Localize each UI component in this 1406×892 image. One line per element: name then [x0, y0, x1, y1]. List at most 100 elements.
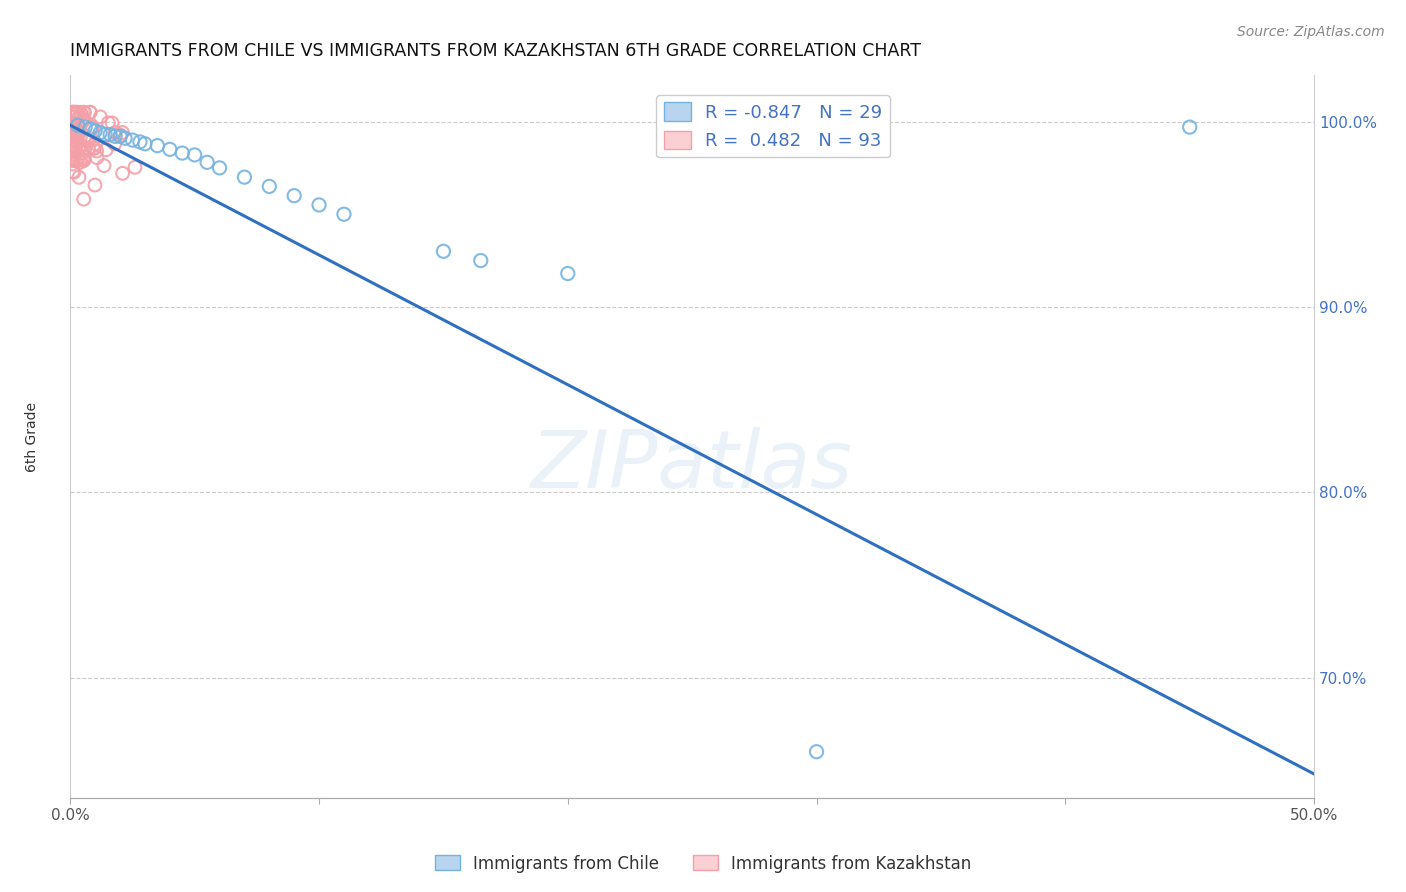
Point	[62, 105, 84, 120]
Point	[63, 147, 86, 161]
Point	[66, 106, 89, 120]
Point	[62, 128, 84, 142]
Point	[94, 143, 117, 157]
Point	[70, 113, 93, 128]
Point	[159, 142, 181, 156]
Point	[79, 122, 101, 136]
Point	[76, 133, 98, 147]
Point	[62, 142, 84, 156]
Point	[63, 140, 86, 154]
Point	[77, 133, 100, 147]
Point	[65, 105, 87, 120]
Point	[72, 105, 94, 120]
Point	[183, 148, 205, 162]
Point	[63, 131, 86, 145]
Point	[62, 143, 84, 157]
Text: IMMIGRANTS FROM CHILE VS IMMIGRANTS FROM KAZAKHSTAN 6TH GRADE CORRELATION CHART: IMMIGRANTS FROM CHILE VS IMMIGRANTS FROM…	[70, 42, 921, 60]
Point	[65, 105, 87, 120]
Point	[65, 122, 87, 136]
Point	[108, 129, 131, 144]
Point	[470, 253, 492, 268]
Text: Source: ZipAtlas.com: Source: ZipAtlas.com	[1237, 25, 1385, 39]
Point	[62, 119, 84, 133]
Point	[79, 105, 101, 120]
Point	[62, 105, 84, 120]
Point	[62, 145, 84, 159]
Point	[233, 170, 256, 185]
Point	[557, 267, 579, 281]
Point	[67, 170, 90, 185]
Point	[66, 153, 89, 167]
Text: ZIPatlas: ZIPatlas	[531, 426, 853, 505]
Point	[82, 141, 104, 155]
Legend: Immigrants from Chile, Immigrants from Kazakhstan: Immigrants from Chile, Immigrants from K…	[429, 848, 977, 880]
Point	[75, 120, 97, 134]
Point	[62, 129, 84, 144]
Point	[104, 126, 127, 140]
Point	[111, 166, 134, 180]
Point	[62, 164, 84, 178]
Point	[73, 141, 96, 155]
Point	[806, 745, 828, 759]
Point	[101, 116, 124, 130]
Point	[111, 126, 134, 140]
Point	[62, 137, 84, 152]
Point	[134, 136, 156, 151]
Point	[62, 135, 84, 149]
Point	[70, 107, 93, 121]
Point	[86, 151, 108, 165]
Point	[110, 128, 132, 143]
Point	[65, 122, 87, 136]
Point	[73, 105, 96, 120]
Point	[62, 137, 84, 152]
Point	[69, 155, 91, 169]
Point	[70, 138, 93, 153]
Point	[104, 129, 127, 144]
Point	[63, 110, 86, 124]
Point	[129, 135, 152, 149]
Point	[62, 157, 84, 171]
Point	[82, 133, 104, 147]
Point	[89, 110, 111, 124]
Point	[84, 136, 107, 151]
Legend: R = -0.847   N = 29, R =  0.482   N = 93: R = -0.847 N = 29, R = 0.482 N = 93	[657, 95, 890, 157]
Point	[114, 131, 136, 145]
Point	[124, 161, 146, 175]
Point	[63, 116, 86, 130]
Point	[63, 165, 86, 179]
Point	[73, 129, 96, 144]
Point	[146, 138, 169, 153]
Point	[69, 105, 91, 120]
Point	[67, 128, 90, 142]
Point	[70, 139, 93, 153]
Point	[73, 142, 96, 156]
Point	[93, 159, 115, 173]
Point	[84, 124, 107, 138]
Point	[1178, 120, 1201, 134]
Point	[104, 136, 127, 151]
Y-axis label: 6th Grade: 6th Grade	[25, 401, 39, 472]
Point	[80, 120, 103, 134]
Point	[62, 125, 84, 139]
Point	[62, 153, 84, 168]
Point	[65, 126, 87, 140]
Point	[73, 192, 96, 206]
Point	[82, 121, 104, 136]
Point	[86, 144, 108, 158]
Point	[84, 178, 107, 192]
Point	[72, 153, 94, 167]
Point	[73, 113, 96, 128]
Point	[62, 139, 84, 153]
Point	[62, 133, 84, 147]
Point	[69, 153, 91, 167]
Point	[66, 118, 89, 132]
Point	[62, 120, 84, 134]
Point	[94, 128, 117, 142]
Point	[172, 146, 194, 161]
Point	[65, 154, 87, 169]
Point	[89, 126, 111, 140]
Point	[66, 105, 89, 120]
Point	[65, 140, 87, 154]
Point	[62, 123, 84, 137]
Point	[62, 105, 84, 120]
